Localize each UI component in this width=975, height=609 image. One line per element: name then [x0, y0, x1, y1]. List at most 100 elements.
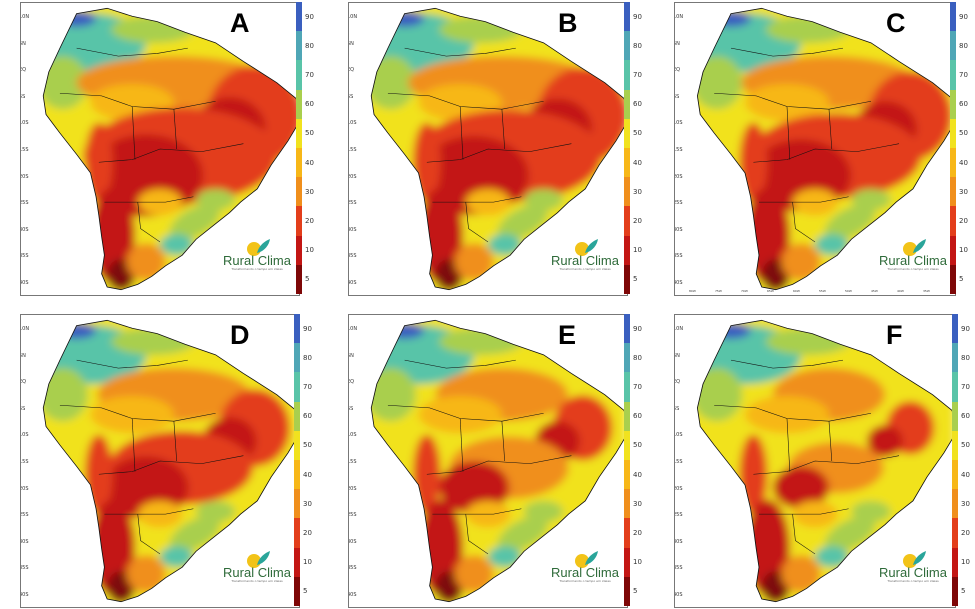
- colorbar-label: 50: [633, 441, 642, 450]
- colorbar-label: 30: [961, 499, 970, 508]
- south-america-map: [42, 319, 299, 603]
- colorbar-label: 90: [961, 324, 970, 333]
- panel-label: E: [558, 320, 577, 350]
- colorbar-segment: [950, 89, 956, 119]
- colorbar-segment: [950, 264, 956, 295]
- colorbar-segment: [624, 401, 630, 431]
- colorbar-segment: [952, 314, 958, 344]
- colorbar-segment: [624, 2, 630, 32]
- colorbar-segment: [952, 518, 958, 548]
- colorbar-segment: [294, 430, 300, 461]
- colorbar-segment: [296, 177, 302, 207]
- latitude-tick: 30S: [349, 226, 357, 233]
- colorbar-segment: [294, 518, 300, 548]
- latitude-tick: 5N: [21, 352, 26, 359]
- colorbar-label: 10: [961, 558, 970, 567]
- colorbar-label: 70: [303, 383, 312, 391]
- colorbar-segment: [624, 314, 630, 344]
- colorbar-label: 80: [961, 353, 970, 362]
- colorbar-segment: [624, 31, 630, 61]
- latitude-tick: 30S: [675, 538, 683, 545]
- latitude-tick: EQ: [21, 379, 27, 386]
- latitude-tick: 30S: [21, 538, 29, 545]
- colorbar-segment: [294, 314, 300, 344]
- logo-wordmark: Rural Clima: [879, 253, 947, 268]
- colorbar-segment: [624, 60, 630, 90]
- colorbar-label: 80: [959, 41, 968, 50]
- sun-leaf-icon: [575, 551, 598, 568]
- colorbar-label: 50: [305, 129, 314, 138]
- colorbar-segment: [624, 430, 630, 461]
- colorbar-segment: [624, 235, 630, 265]
- longitude-tick: 45W: [871, 289, 878, 293]
- colorbar-segment: [952, 576, 958, 607]
- map-panel-f: 10N 5N EQ 5S 10S 15S 20S 25S 30S 35S 40S Rural Clim…: [664, 314, 970, 608]
- colorbar-label: 30: [303, 499, 312, 508]
- colorbar-label: 90: [959, 12, 968, 21]
- colorbar-segment: [294, 372, 300, 402]
- colorbar-label: 70: [959, 71, 968, 79]
- map-frame: 10N 5N EQ 5S 10S 15S 20S 25S 30S 35S 40S Rural Clim…: [348, 2, 628, 296]
- colorbar-label: 80: [633, 353, 642, 362]
- sun-leaf-icon: [575, 239, 598, 256]
- logo-tagline: Transformando o tempo em ideias: [559, 579, 611, 583]
- latitude-tick: 20S: [349, 485, 357, 492]
- colorbar-label: 80: [633, 41, 642, 50]
- logo-tagline: Transformando o tempo em ideias: [231, 267, 283, 271]
- colorbar-label: 40: [305, 158, 314, 167]
- colorbar: [624, 314, 630, 607]
- logo-wordmark: Rural Clima: [551, 565, 619, 580]
- colorbar-segment: [952, 547, 958, 577]
- latitude-tick: 5S: [21, 405, 26, 412]
- latitude-tick: 25S: [675, 512, 683, 519]
- logo-wordmark: Rural Clima: [223, 565, 291, 580]
- colorbar-segment: [952, 489, 958, 519]
- map-frame: 10N 5N EQ 5S 10S 15S 20S 25S 30S 35S 40S 80W 75W 70W 6…: [674, 2, 956, 296]
- rural-clima-logo: Rural Clima Transformando o tempo em idei…: [217, 549, 297, 585]
- colorbar-segment: [294, 401, 300, 431]
- colorbar-segment: [624, 489, 630, 519]
- colorbar-segment: [296, 235, 302, 265]
- colorbar-label: 90: [633, 324, 642, 333]
- colorbar-label: 90: [305, 12, 314, 21]
- latitude-tick: 40S: [349, 592, 357, 598]
- latitude-tick: 40S: [675, 280, 683, 286]
- latitude-tick: 20S: [349, 173, 357, 180]
- colorbar-segment: [624, 372, 630, 402]
- latitude-tick: 10S: [349, 120, 357, 127]
- latitude-tick: 35S: [349, 565, 357, 572]
- latitude-tick: 15S: [349, 147, 357, 153]
- latitude-tick: 25S: [675, 200, 683, 207]
- rural-clima-logo: Rural Clima Transformando o tempo em idei…: [873, 549, 953, 585]
- colorbar-segment: [952, 343, 958, 373]
- colorbar-label: 90: [633, 12, 642, 21]
- colorbar-label: 30: [633, 187, 642, 196]
- latitude-tick: 5N: [21, 40, 26, 47]
- colorbar-label: 70: [633, 383, 642, 391]
- longitude-tick: 65W: [767, 289, 774, 293]
- colorbar-segment: [294, 576, 300, 607]
- colorbar-label: 10: [633, 246, 642, 255]
- colorbar-segment: [296, 206, 302, 236]
- longitude-tick: 55W: [819, 289, 826, 293]
- latitude-tick: 5S: [349, 93, 354, 100]
- latitude-tick: 35S: [675, 565, 683, 572]
- map-panel-c: 10N 5N EQ 5S 10S 15S 20S 25S 30S 35S 40S 80W 75W 70W 6…: [664, 2, 968, 296]
- longitude-tick: 80W: [689, 289, 696, 293]
- colorbar-label: 50: [633, 129, 642, 138]
- colorbar-label: 20: [633, 217, 642, 225]
- colorbar-label: 5: [305, 275, 310, 284]
- colorbar-label: 50: [303, 441, 312, 450]
- map-frame: 10N 5N EQ 5S 10S 15S 20S 25S 30S 35S 40S Rural Clim…: [20, 314, 300, 608]
- colorbar-label: 10: [633, 558, 642, 567]
- latitude-tick: 10N: [20, 14, 30, 20]
- map-frame: 10N 5N EQ 5S 10S 15S 20S 25S 30S 35S 40S Rural Clim…: [20, 2, 300, 296]
- colorbar-segment: [294, 460, 300, 490]
- latitude-tick: EQ: [675, 379, 681, 386]
- latitude-tick: 10N: [674, 326, 684, 332]
- south-america-map: [696, 7, 955, 291]
- latitude-tick: 5S: [349, 405, 354, 412]
- colorbar-segment: [952, 401, 958, 431]
- colorbar-segment: [624, 89, 630, 119]
- latitude-tick: 35S: [349, 253, 357, 260]
